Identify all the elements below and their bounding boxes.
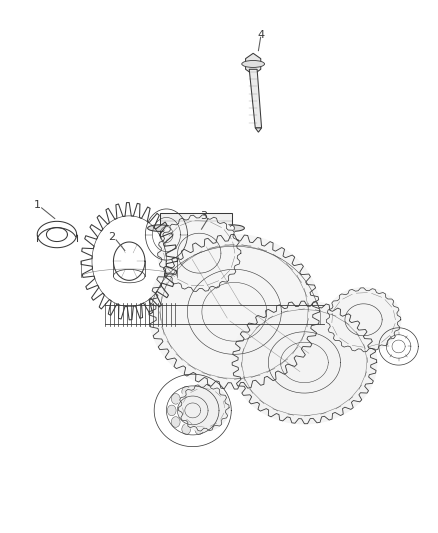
Polygon shape [326,288,401,352]
Text: 2: 2 [108,232,115,242]
Circle shape [195,386,204,397]
Polygon shape [249,69,261,128]
Circle shape [171,393,180,404]
Circle shape [171,417,180,427]
Text: 1: 1 [34,200,41,210]
Polygon shape [178,384,229,431]
Circle shape [230,225,234,231]
Ellipse shape [242,60,265,68]
Polygon shape [160,213,232,243]
Polygon shape [149,235,320,389]
Circle shape [209,405,218,416]
Text: 4: 4 [257,30,264,39]
Polygon shape [246,53,261,75]
Circle shape [182,386,191,397]
Circle shape [195,424,204,434]
Ellipse shape [220,225,244,231]
Polygon shape [158,215,241,292]
Circle shape [167,405,176,416]
Text: 3: 3 [200,211,207,221]
Ellipse shape [148,225,172,231]
Circle shape [205,417,214,427]
Circle shape [205,393,214,404]
Polygon shape [232,301,377,424]
Polygon shape [255,128,261,132]
Circle shape [182,424,191,434]
